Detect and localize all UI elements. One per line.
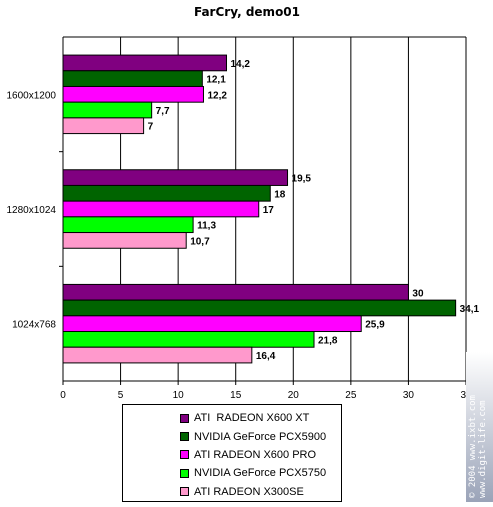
data-label: 12,1 (206, 75, 226, 86)
category-label: 1024x768 (12, 320, 56, 331)
legend-label: ATI RADEON X300SE (194, 485, 304, 498)
x-tick-label: 25 (345, 390, 357, 401)
x-tick-label: 0 (60, 390, 66, 401)
legend-swatch (180, 432, 189, 442)
legend-item-1: NVIDIA GeForce PCX5900 (180, 427, 341, 445)
bar (62, 200, 260, 218)
data-label: 7,7 (156, 106, 170, 117)
data-label: 17 (263, 205, 275, 216)
bar (62, 101, 153, 119)
bar (62, 169, 289, 186)
data-label: 19,5 (292, 174, 312, 185)
bar (62, 70, 203, 87)
data-label: 34,1 (460, 304, 480, 315)
data-label: 14,2 (231, 59, 251, 70)
category-label: 1600x1200 (7, 90, 57, 101)
legend-swatch (180, 413, 189, 423)
x-tick-label: 30 (403, 390, 415, 401)
x-tick-label: 20 (288, 390, 300, 401)
watermark-line-1: © 2004 www.ixbt.com (468, 395, 478, 498)
bar (62, 216, 194, 234)
x-tick-label: 5 (118, 390, 124, 401)
bar (62, 346, 253, 364)
watermark: © 2004 www.ixbt.com www.digit-life.com (466, 352, 493, 502)
bar (62, 283, 409, 301)
bar (62, 315, 362, 333)
data-label: 18 (274, 189, 286, 200)
bar (62, 184, 271, 202)
data-label: 30 (412, 288, 424, 299)
legend-item-4: ATI RADEON X300SE (180, 483, 341, 501)
legend-swatch (180, 487, 189, 497)
legend-item-3: NVIDIA GeForce PCX5750 (180, 464, 341, 482)
x-tick-label: 15 (230, 390, 242, 401)
data-label: 12,2 (207, 90, 227, 101)
legend: ATI RADEON X600 XT NVIDIA GeForce PCX590… (122, 404, 342, 502)
bar (62, 54, 228, 72)
x-tick-label: 10 (173, 390, 185, 401)
data-label: 11,3 (197, 221, 216, 232)
legend-swatch (180, 450, 189, 460)
data-label: 10,7 (190, 236, 210, 247)
watermark-text: © 2004 www.ixbt.com www.digit-life.com (468, 395, 488, 498)
plot-area: 051015202530351600x120014,212,112,27,771… (7, 36, 480, 401)
legend-item-0: ATI RADEON X600 XT (180, 409, 341, 427)
category-label: 1280x1024 (7, 205, 57, 216)
legend-label: NVIDIA GeForce PCX5900 (194, 430, 327, 443)
data-label: 21,8 (318, 335, 338, 346)
bar (62, 299, 457, 317)
legend-label: ATI RADEON X600 XT (194, 412, 310, 425)
legend-label: ATI RADEON X600 PRO (194, 448, 317, 461)
bar (62, 117, 145, 135)
watermark-line-2: www.digit-life.com (478, 400, 488, 498)
chart-title: FarCry, demo01 (194, 5, 300, 19)
data-label: 16,4 (256, 351, 276, 362)
data-label: 25,9 (365, 320, 385, 331)
legend-label: NVIDIA GeForce PCX5750 (194, 467, 327, 480)
legend-swatch (180, 468, 189, 478)
bar (62, 331, 315, 348)
legend-item-2: ATI RADEON X600 PRO (180, 446, 341, 464)
bar (62, 85, 204, 103)
data-label: 7 (148, 122, 154, 133)
bar (62, 232, 187, 249)
